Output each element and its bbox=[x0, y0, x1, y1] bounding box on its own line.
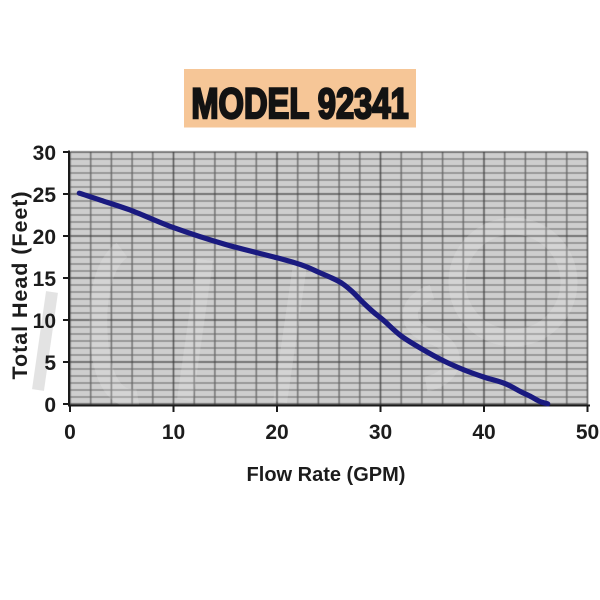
svg-text:20: 20 bbox=[33, 226, 56, 249]
svg-text:30: 30 bbox=[369, 421, 392, 444]
svg-text:5: 5 bbox=[44, 352, 56, 375]
svg-text:20: 20 bbox=[265, 421, 288, 444]
svg-text:Total Head (Feet): Total Head (Feet) bbox=[8, 191, 32, 380]
svg-text:15: 15 bbox=[33, 268, 57, 291]
svg-text:50: 50 bbox=[576, 421, 599, 444]
svg-text:0: 0 bbox=[44, 394, 56, 417]
svg-text:10: 10 bbox=[33, 310, 56, 333]
svg-text:0: 0 bbox=[64, 421, 76, 444]
svg-text:MODEL 92341: MODEL 92341 bbox=[191, 80, 408, 128]
svg-text:Flow Rate (GPM): Flow Rate (GPM) bbox=[247, 464, 406, 486]
svg-text:40: 40 bbox=[472, 421, 495, 444]
svg-text:30: 30 bbox=[33, 142, 56, 165]
svg-text:25: 25 bbox=[33, 184, 57, 207]
svg-text:10: 10 bbox=[162, 421, 185, 444]
